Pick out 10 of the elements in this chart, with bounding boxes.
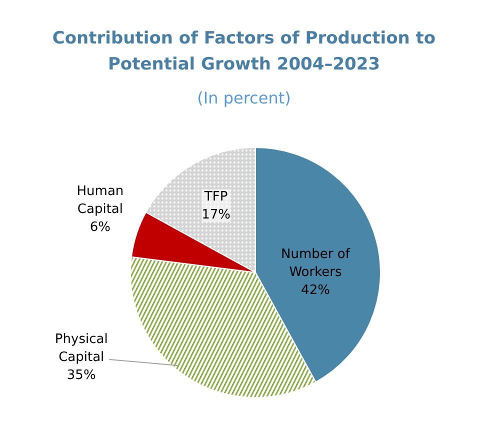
chart-title: Contribution of Factors of Production to Potential Growth 2004–2023 bbox=[52, 28, 436, 74]
chart-subtitle: (In percent) bbox=[197, 88, 291, 108]
slice-label: TFP bbox=[203, 189, 228, 204]
slice-label: Physical Capital bbox=[54, 332, 108, 365]
data-label: 35% bbox=[66, 368, 96, 383]
slice-label: Number of Workers bbox=[281, 246, 350, 280]
data-label: 17% bbox=[202, 207, 231, 222]
data-label: 42% bbox=[301, 282, 330, 298]
data-label: 6% bbox=[90, 220, 111, 236]
slice-label: Human Capital bbox=[76, 184, 124, 218]
